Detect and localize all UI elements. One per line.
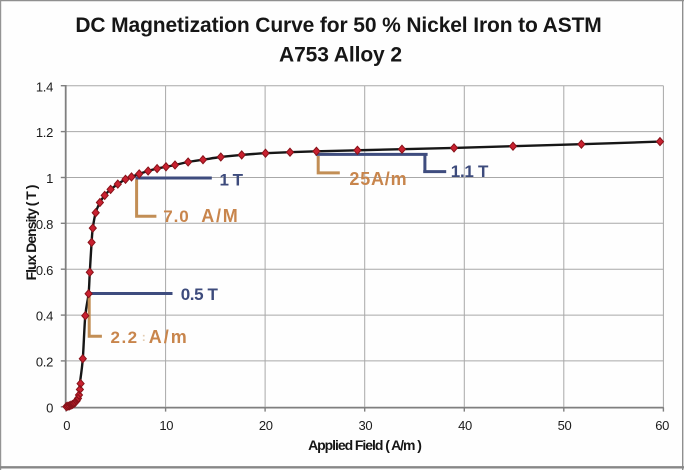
svg-text:30: 30 [358,418,372,433]
svg-text:10: 10 [159,418,173,433]
svg-text:1 T: 1 T [220,170,244,189]
svg-text:1.4: 1.4 [36,79,53,94]
svg-text:0.2: 0.2 [36,355,53,370]
svg-text:0.6: 0.6 [36,263,53,278]
svg-text:0.8: 0.8 [36,217,53,232]
svg-text:A/M: A/M [201,206,239,226]
svg-text:50: 50 [558,418,572,433]
svg-text:0.4: 0.4 [36,309,53,324]
svg-text:25A/m: 25A/m [349,169,407,189]
svg-text:0: 0 [46,400,53,415]
svg-text:1.2: 1.2 [36,125,53,140]
svg-text:Flux Density ( T ): Flux Density ( T ) [23,185,39,280]
svg-text:40: 40 [458,418,472,433]
svg-text:60: 60 [655,418,669,433]
svg-text:A/m: A/m [149,327,189,347]
svg-text:7.0: 7.0 [163,207,189,226]
svg-text:0: 0 [63,418,70,433]
svg-text:Applied Field ( A/m ): Applied Field ( A/m ) [308,437,421,453]
svg-text:0.5 T: 0.5 T [181,285,219,304]
svg-text:20: 20 [259,418,273,433]
svg-text::: : [142,330,146,344]
svg-text:A753 Alloy 2: A753 Alloy 2 [279,44,402,67]
svg-text:1: 1 [46,171,53,186]
svg-text:2.2: 2.2 [111,328,139,347]
svg-text:1.1 T: 1.1 T [451,162,489,181]
svg-text:DC Magnetization Curve for 50: DC Magnetization Curve for 50 % Nickel I… [75,14,601,37]
